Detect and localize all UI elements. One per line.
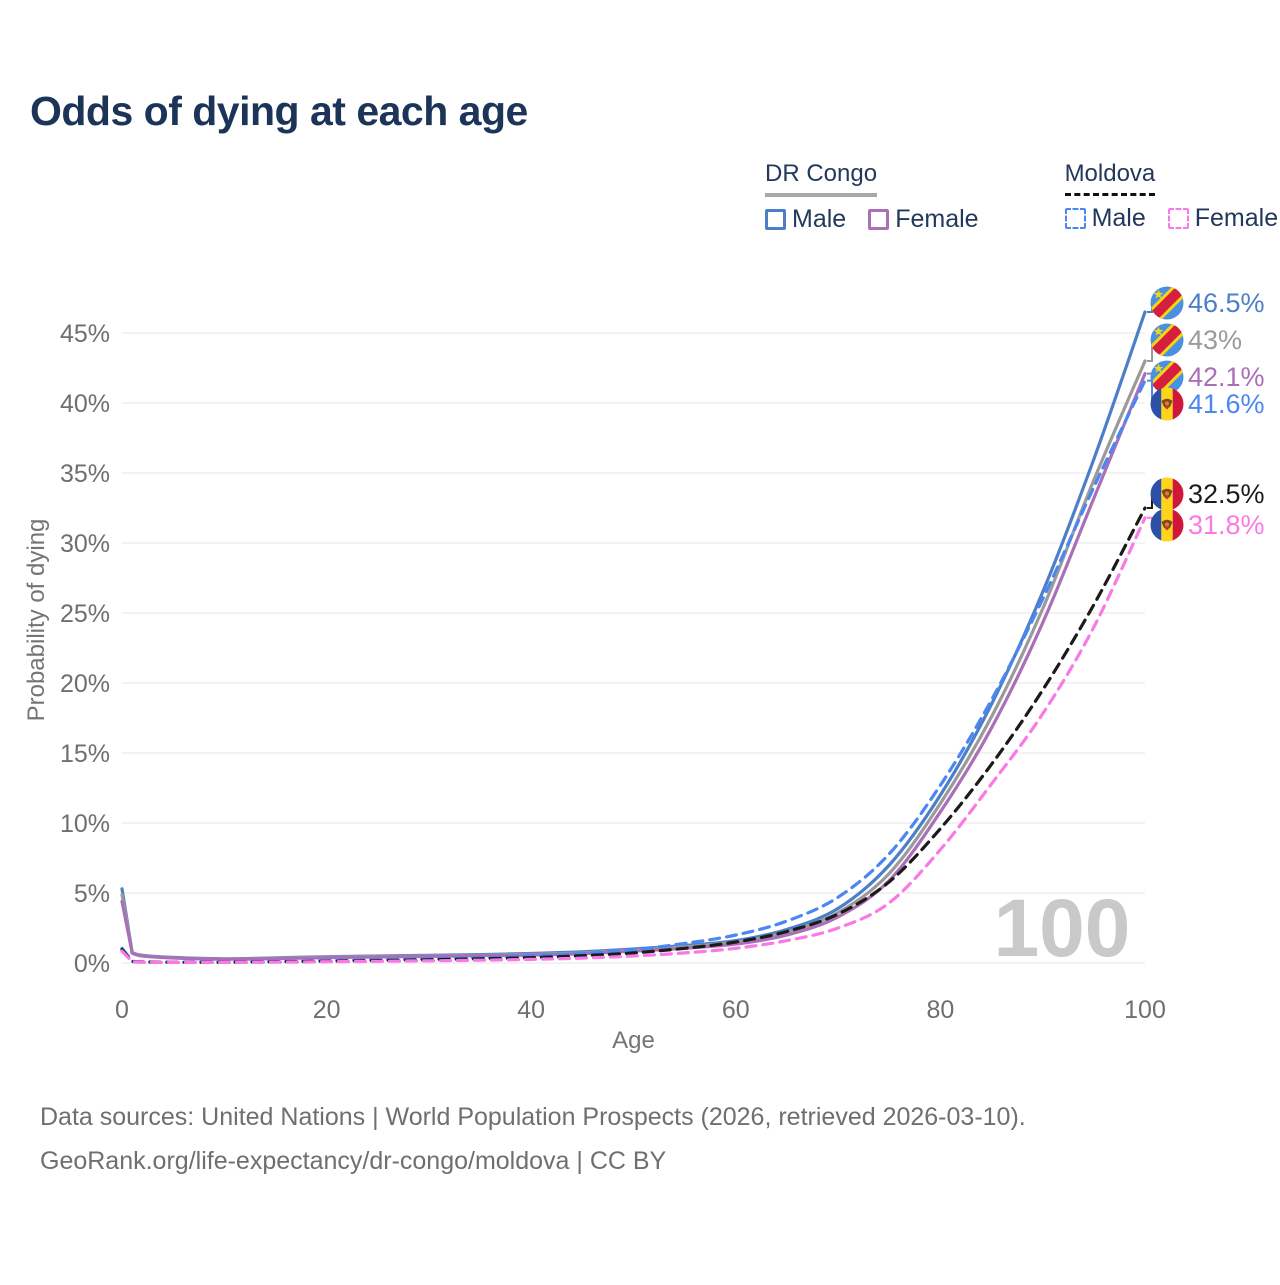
y-tick-label: 45% <box>60 320 110 348</box>
flag-dr-congo-icon <box>1150 286 1184 320</box>
series-line-dr-congo-male[interactable] <box>120 310 1147 961</box>
x-tick-label: 100 <box>1124 996 1166 1024</box>
legend-swatch-dr-congo-female[interactable] <box>868 209 890 230</box>
legend-row-dr-congo: Male Female <box>765 205 995 234</box>
y-tick-label: 25% <box>60 600 110 628</box>
x-tick-label: 0 <box>115 996 129 1024</box>
legend-header-dr-congo[interactable]: DR Congo <box>765 160 878 197</box>
y-tick-label: 35% <box>60 460 110 488</box>
legend-group-moldova: Moldova Male Female <box>1064 160 1280 234</box>
legend-row-moldova: Male Female <box>1064 204 1280 233</box>
legend: DR Congo Male Female Moldova Male Female <box>765 160 1280 234</box>
legend-header-moldova[interactable]: Moldova <box>1064 160 1156 196</box>
legend-swatch-moldova-female[interactable] <box>1167 208 1189 229</box>
y-tick-label: 10% <box>60 810 110 838</box>
flag-moldova-icon <box>1150 508 1184 542</box>
end-value-label-moldova-both-sexes: 32.5% <box>1188 479 1265 509</box>
series-line-moldova-both-sexes[interactable] <box>120 506 1147 964</box>
age-watermark: 100 <box>994 883 1131 974</box>
page-title: Odds of dying at each age <box>30 88 528 134</box>
series-line-moldova-female[interactable] <box>120 516 1147 965</box>
y-tick-label: 0% <box>74 950 110 978</box>
legend-swatch-moldova-male[interactable] <box>1064 208 1086 229</box>
footer-attribution: GeoRank.org/life-expectancy/dr-congo/mol… <box>40 1147 667 1175</box>
series-line-moldova-male[interactable] <box>120 379 1147 964</box>
legend-label-moldova-male[interactable]: Male <box>1091 204 1146 232</box>
x-tick-label: 80 <box>926 996 954 1024</box>
y-tick-label: 30% <box>60 530 110 558</box>
end-value-label-dr-congo-female: 42.1% <box>1188 362 1265 392</box>
flag-moldova-icon <box>1150 387 1184 421</box>
end-value-label-moldova-female: 31.8% <box>1188 510 1265 540</box>
footer-data-sources: Data sources: United Nations | World Pop… <box>40 1103 1026 1131</box>
legend-label-moldova-female[interactable]: Female <box>1194 204 1279 232</box>
end-value-label-moldova-male: 41.6% <box>1188 389 1265 419</box>
y-axis-title: Probability of dying <box>23 519 50 722</box>
y-tick-label: 20% <box>60 670 110 698</box>
x-tick-label: 60 <box>722 996 750 1024</box>
end-value-label-dr-congo-both-sexes: 43% <box>1188 325 1242 355</box>
legend-label-dr-congo-female[interactable]: Female <box>895 205 979 233</box>
series-line-dr-congo-female[interactable] <box>120 372 1147 961</box>
legend-group-dr-congo: DR Congo Male Female <box>765 160 995 234</box>
end-value-label-dr-congo-male: 46.5% <box>1188 288 1265 318</box>
y-tick-label: 40% <box>60 390 110 418</box>
y-tick-label: 15% <box>60 740 110 768</box>
footer: Data sources: United Nations | World Pop… <box>40 1103 1026 1191</box>
series-line-dr-congo-both-sexes[interactable] <box>120 359 1147 961</box>
x-tick-label: 40 <box>517 996 545 1024</box>
legend-swatch-dr-congo-male[interactable] <box>765 209 786 230</box>
flag-dr-congo-icon <box>1150 323 1184 357</box>
flag-moldova-icon <box>1150 477 1184 511</box>
x-axis-title: Age <box>612 1027 655 1054</box>
legend-label-dr-congo-male[interactable]: Male <box>792 205 847 233</box>
y-tick-label: 5% <box>74 880 110 908</box>
x-tick-label: 20 <box>313 996 341 1024</box>
